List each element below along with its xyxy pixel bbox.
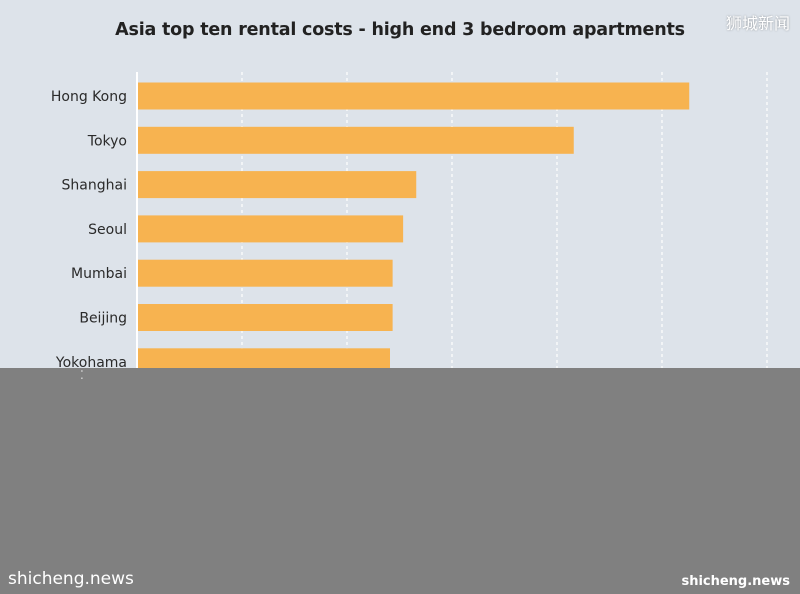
chart-panel: Asia top ten rental costs - high end 3 b…	[50, 20, 768, 370]
category-label: Tokyo	[87, 133, 127, 149]
watermark-top-right: 狮城新闻	[725, 16, 790, 33]
category-label: Shanghai	[62, 178, 127, 194]
bar-seoul	[138, 215, 404, 243]
watermark-bottom-right: shicheng.news	[681, 574, 790, 589]
category-label: Mumbai	[71, 266, 127, 282]
bar-beijing	[138, 304, 393, 331]
category-label: Hong Kong	[51, 89, 127, 105]
bar-tokyo	[138, 126, 574, 154]
gray-overlay	[0, 368, 800, 594]
dotted-corner-icon: ⁚	[80, 368, 84, 382]
bar-chart: Hong Kong Tokyo Shanghai Seoul Mumbai Beijing…	[51, 72, 768, 370]
bar-yokohama	[138, 348, 390, 370]
bar-mumbai	[138, 259, 393, 287]
category-label: Seoul	[88, 222, 127, 238]
bar-shanghai	[138, 171, 417, 199]
chart-title: Asia top ten rental costs - high end 3 b…	[115, 20, 685, 40]
bar-hong-kong	[138, 82, 690, 110]
watermark-bottom-left: shicheng.news	[8, 569, 134, 589]
category-label: Beijing	[79, 311, 127, 327]
category-label: Yokohama	[55, 355, 127, 370]
